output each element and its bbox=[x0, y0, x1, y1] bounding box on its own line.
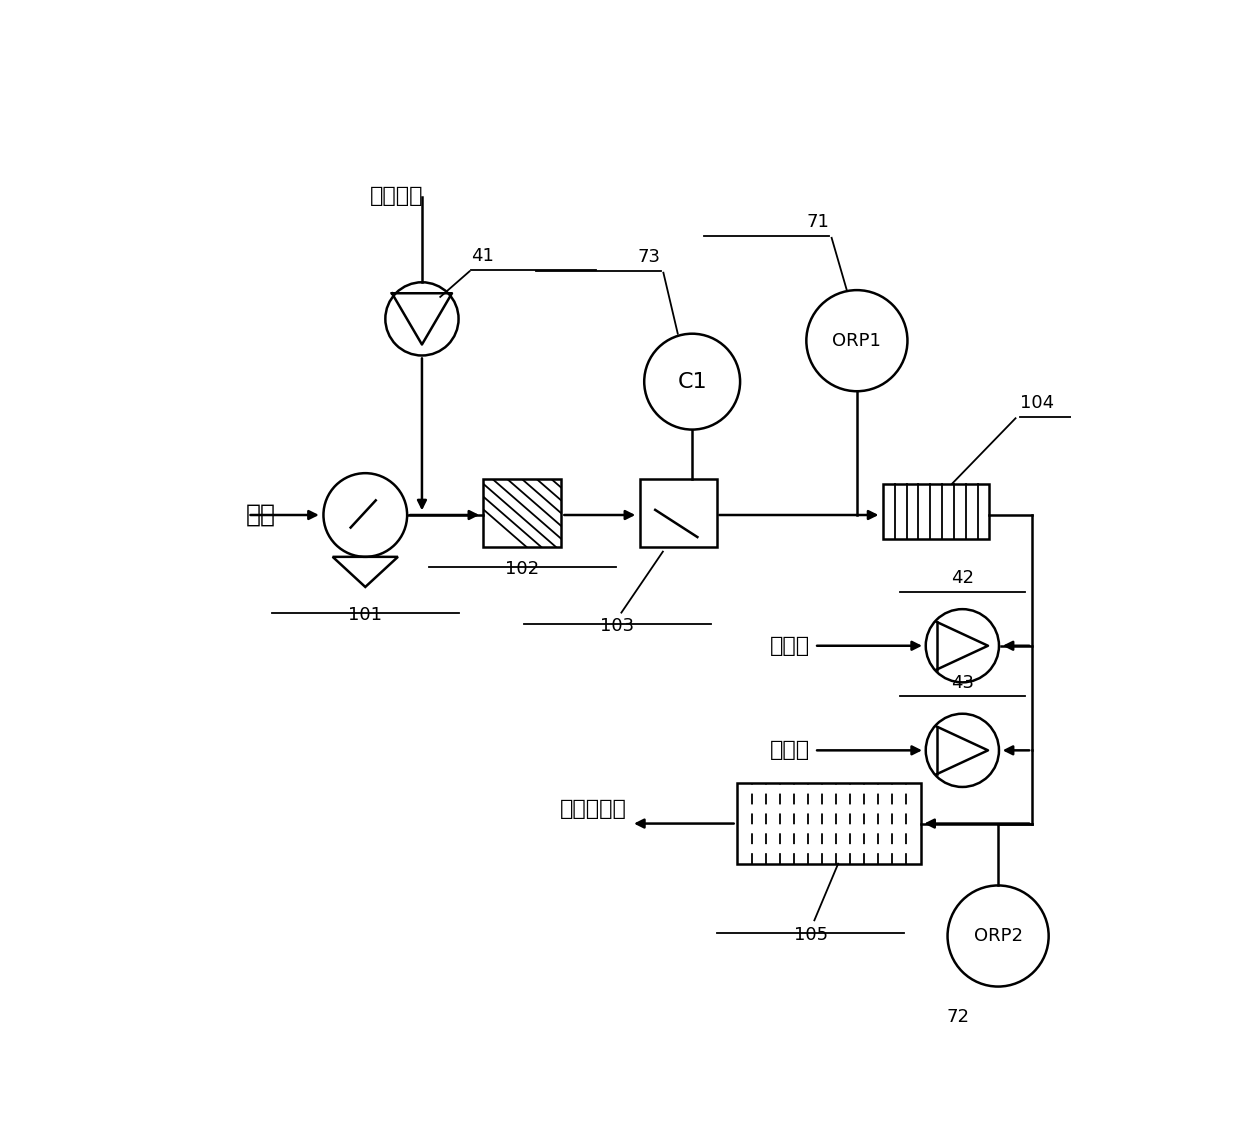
Text: 73: 73 bbox=[639, 248, 661, 266]
Text: 41: 41 bbox=[471, 247, 495, 265]
Text: 还原剂: 还原剂 bbox=[770, 740, 810, 761]
Text: 净化达标水: 净化达标水 bbox=[560, 799, 626, 820]
Bar bbox=[883, 483, 990, 539]
Text: 101: 101 bbox=[348, 606, 382, 624]
Text: ORP1: ORP1 bbox=[832, 332, 882, 350]
Text: 104: 104 bbox=[1019, 394, 1054, 412]
Text: 原水: 原水 bbox=[246, 503, 275, 528]
Text: 72: 72 bbox=[946, 1009, 970, 1027]
Bar bbox=[640, 479, 717, 547]
Text: 42: 42 bbox=[951, 569, 973, 588]
Text: 还原剂: 还原剂 bbox=[770, 636, 810, 655]
Text: 103: 103 bbox=[600, 617, 634, 635]
Text: ORP2: ORP2 bbox=[973, 927, 1023, 945]
Bar bbox=[482, 479, 562, 547]
Bar bbox=[738, 783, 920, 864]
Text: 71: 71 bbox=[806, 213, 830, 231]
Text: 105: 105 bbox=[794, 926, 828, 944]
Text: 次氯酸钠: 次氯酸钠 bbox=[370, 186, 423, 206]
Text: C1: C1 bbox=[677, 371, 707, 392]
Text: 102: 102 bbox=[505, 560, 539, 578]
Text: 43: 43 bbox=[951, 674, 973, 692]
